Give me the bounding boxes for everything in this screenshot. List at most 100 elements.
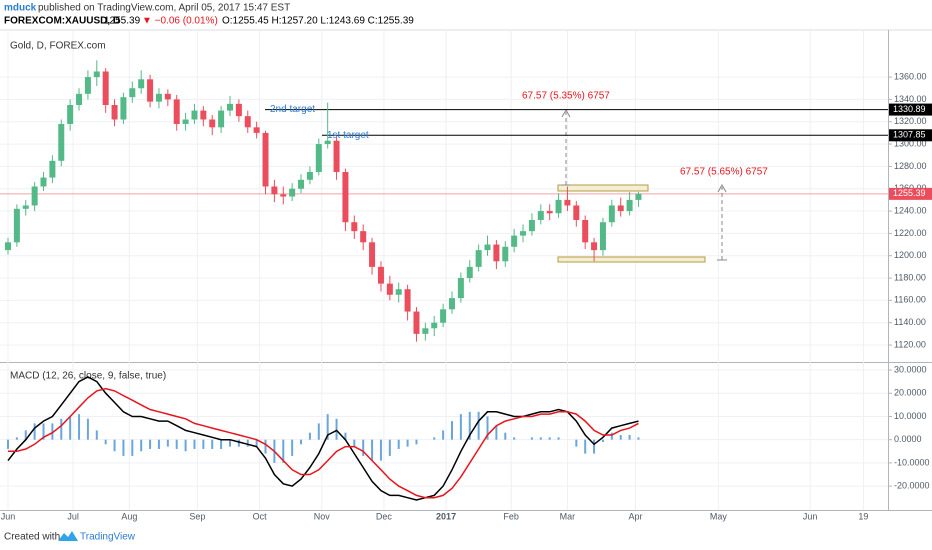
candle-body <box>235 103 242 117</box>
candle-body <box>342 171 349 223</box>
histogram-bar <box>415 439 418 445</box>
created-with: Created with <box>4 532 60 543</box>
histogram-bar <box>308 432 311 440</box>
x-tick-label: Nov <box>314 511 331 521</box>
x-tick-label: Jul <box>67 511 79 521</box>
x-tick-label: Dec <box>376 511 393 521</box>
y-tick-label: 1220.00 <box>894 228 927 238</box>
candle-body <box>173 99 180 124</box>
candle-body <box>555 199 562 214</box>
histogram-bar <box>335 418 338 440</box>
candle-body <box>40 177 47 187</box>
histogram-bar <box>548 437 551 440</box>
histogram-bar <box>584 439 587 454</box>
candle-body <box>226 103 233 111</box>
symbol: FOREXCOM:XAUUSD, D <box>4 16 120 27</box>
candle-body <box>76 93 83 105</box>
histogram-bar <box>24 430 27 440</box>
y-tick-label: 1120.00 <box>894 339 926 349</box>
histogram-bar <box>530 437 533 440</box>
arrow-head <box>717 183 727 193</box>
histogram-bar <box>513 437 516 440</box>
y-tick-label: -20.0000 <box>894 480 930 490</box>
histogram-bar <box>211 439 214 449</box>
histogram-bar <box>122 439 125 456</box>
candle-body <box>546 211 553 214</box>
y-tick-label: -10.0000 <box>894 457 930 467</box>
candle-body <box>111 104 118 120</box>
histogram-bar <box>539 437 542 440</box>
author[interactable]: mduck <box>4 3 37 14</box>
candle-body <box>280 194 287 197</box>
range-box-bottom <box>557 256 706 263</box>
price-label: 1330.89 <box>893 104 926 114</box>
histogram-bar <box>379 439 382 461</box>
y-tick-label: 10.0000 <box>894 411 927 421</box>
y-tick-label: 1160.00 <box>894 295 926 305</box>
histogram-bar <box>264 439 267 454</box>
histogram-bar <box>157 439 160 449</box>
y-tick-label: 1360.00 <box>894 71 927 81</box>
macd-line <box>7 376 639 501</box>
footer: Created with TradingView <box>4 531 136 543</box>
candle-body <box>351 222 358 232</box>
histogram-bar <box>51 423 54 440</box>
histogram-bar <box>60 418 63 440</box>
y-tick-label: 30.0000 <box>894 364 927 374</box>
candle-body <box>315 144 322 172</box>
candle-body <box>582 219 589 243</box>
published: published on TradingView.com, April 05, … <box>38 3 290 14</box>
candle-body <box>200 110 207 120</box>
histogram-bar <box>175 439 178 449</box>
histogram-bar <box>593 439 596 454</box>
candle-body <box>448 298 455 310</box>
candle-body <box>431 322 438 329</box>
candle-body <box>617 205 624 212</box>
candle-body <box>209 119 216 128</box>
histogram-bar <box>610 432 613 440</box>
ohlc: O:1255.45 H:1257.20 L:1243.69 C:1255.39 <box>222 16 414 27</box>
brand[interactable]: TradingView <box>80 532 136 543</box>
candle-body <box>324 140 331 145</box>
histogram-bar <box>504 432 507 440</box>
histogram-bar <box>220 439 223 449</box>
y-tick-label: 1280.00 <box>894 161 927 171</box>
x-tick-label: 2017 <box>436 511 456 521</box>
measured-move-label: 67.57 (5.65%) 6757 <box>680 167 768 178</box>
macd-title: MACD (12, 26, close, 9, false, true) <box>10 371 166 382</box>
y-tick-label: 1200.00 <box>894 250 927 260</box>
candle-body <box>502 246 509 262</box>
y-tick-label: 1340.00 <box>894 94 927 104</box>
plot: 2nd target 1st target <box>4 60 888 342</box>
change: ▼ −0.06 (0.01%) <box>142 16 218 27</box>
candle-body <box>599 222 606 251</box>
price-label-box <box>889 103 932 116</box>
candle-body <box>360 231 367 243</box>
candle-body <box>386 283 393 295</box>
price-label: 1255.39 <box>893 188 926 198</box>
x-tick-label: Oct <box>253 511 268 521</box>
histogram-bar <box>459 414 462 440</box>
candle-body <box>457 278 464 299</box>
histogram-bar <box>371 439 374 461</box>
y-tick-label: 1320.00 <box>894 116 927 126</box>
x-tick-label: Aug <box>121 511 137 521</box>
x-tick-label: Jun <box>803 511 818 521</box>
histogram-bar <box>628 435 631 440</box>
histogram-bar <box>406 439 409 447</box>
candle-body <box>22 205 29 209</box>
candle-body <box>573 205 580 220</box>
histogram-bar <box>557 437 560 440</box>
candle-body <box>537 211 544 220</box>
candle-body <box>626 199 633 212</box>
y-tick-label: 20.0000 <box>894 388 927 398</box>
candle-body <box>635 193 642 200</box>
candle-body <box>608 205 615 223</box>
candle-body <box>84 77 91 94</box>
target-label: 1st target <box>327 130 369 141</box>
candle-body <box>493 244 500 262</box>
candle-body <box>333 140 340 172</box>
candle-body <box>289 188 296 197</box>
